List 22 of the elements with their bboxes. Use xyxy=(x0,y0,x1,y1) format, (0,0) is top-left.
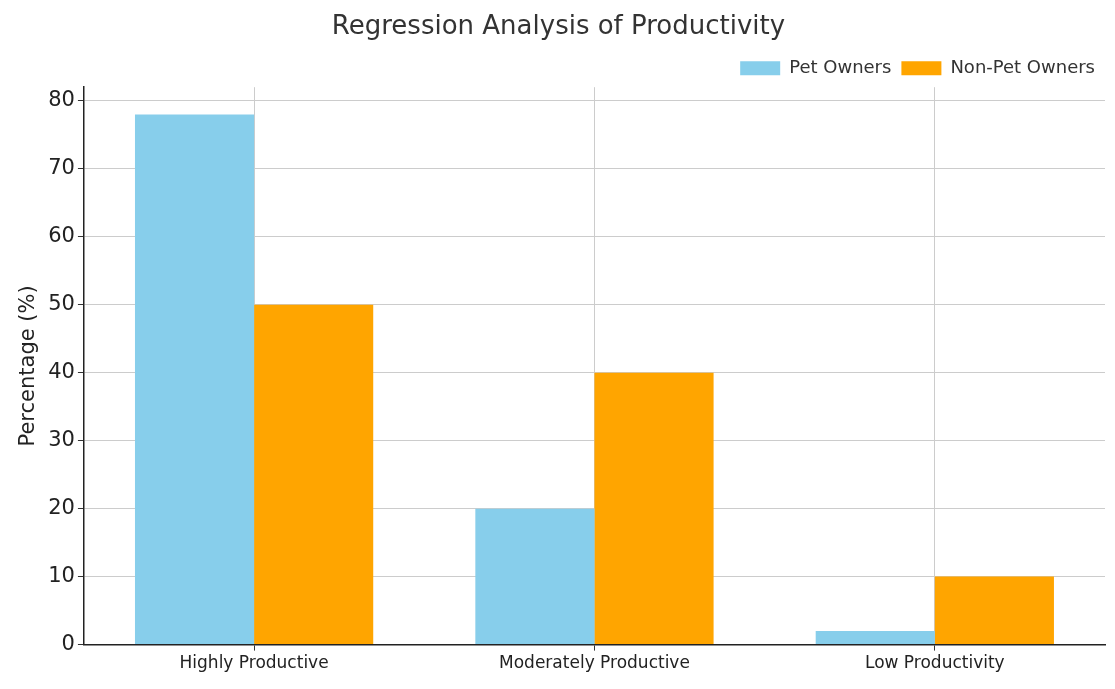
x-tick-label: Low Productivity xyxy=(864,652,1005,673)
y-tick-label: 70 xyxy=(48,155,75,180)
bar xyxy=(815,631,935,645)
legend-label: Non-Pet Owners xyxy=(950,55,1096,77)
y-tick-label: 20 xyxy=(48,495,75,520)
bar xyxy=(254,304,374,645)
y-tick-label: 60 xyxy=(48,223,75,248)
legend-label: Pet Owners xyxy=(789,55,892,77)
x-tick-label: Moderately Productive xyxy=(499,652,690,673)
bar xyxy=(475,508,595,645)
y-axis-title: Percentage (%) xyxy=(15,285,40,447)
y-tick-label: 50 xyxy=(48,291,75,316)
chart-title: Regression Analysis of Productivity xyxy=(331,10,786,41)
y-tick-label: 30 xyxy=(48,427,75,452)
bar xyxy=(594,372,714,645)
y-tick-label: 80 xyxy=(48,87,75,112)
bar xyxy=(934,576,1054,645)
y-tick-label: 40 xyxy=(48,359,75,384)
bar xyxy=(134,114,255,645)
y-tick-label: 10 xyxy=(48,563,75,588)
y-tick-label: 0 xyxy=(61,631,75,656)
x-tick-label: Highly Productive xyxy=(179,652,329,673)
